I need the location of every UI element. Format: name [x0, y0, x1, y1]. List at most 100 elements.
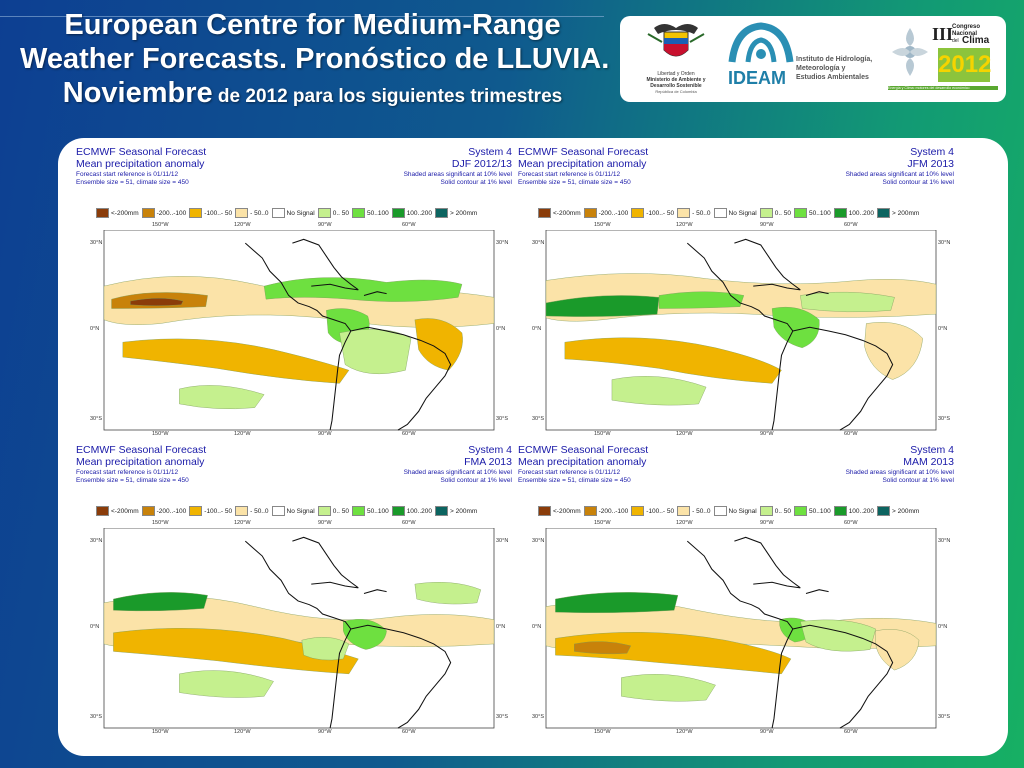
legend-swatch — [759, 506, 773, 516]
lon-tick-label: 90°W — [760, 222, 774, 228]
legend-swatch — [391, 506, 405, 516]
lat-tick-label: 30°N — [496, 538, 509, 544]
lon-tick-label: 150°W — [594, 729, 611, 735]
slide-title: European Centre for Medium-Range Weather… — [20, 8, 609, 114]
map-ensemble: Ensemble size = 51, climate size = 450 — [518, 477, 631, 484]
legend-label: -100..- 50 — [204, 507, 233, 515]
legend-label: 50..100 — [809, 209, 831, 217]
legend-label: <-200mm — [111, 209, 139, 217]
legend-swatch — [759, 208, 773, 218]
legend-swatch — [833, 506, 847, 516]
legend-item: No Signal — [713, 208, 757, 218]
legend-item: -200..-100 — [583, 506, 628, 516]
lon-tick-label: 120°W — [676, 431, 693, 437]
ideam-text-1: Instituto de Hidrología, — [796, 56, 873, 63]
anomaly-region — [800, 619, 876, 652]
map-period: FMA 2013 — [464, 456, 512, 468]
legend-item: 0.. 50 — [759, 506, 791, 516]
congreso-t4: Clima — [962, 35, 990, 46]
lon-tick-label: 60°W — [844, 520, 858, 526]
map-significance: Shaded areas significant at 10% level — [845, 469, 954, 476]
congreso-t1: Congreso — [952, 24, 981, 30]
lat-tick-label: 30°N — [532, 240, 545, 246]
legend-item: -100..- 50 — [631, 506, 674, 516]
map-plot: 150°W 150°W 120°W 120°W 90°W 90°W 60°W 60°W 30°N… — [532, 222, 950, 444]
lon-tick-label: 90°W — [318, 520, 332, 526]
title-month: Noviembre — [62, 77, 213, 109]
anomaly-map-svg — [545, 230, 937, 431]
lon-tick-label: 90°W — [760, 520, 774, 526]
legend-item: -100..- 50 — [189, 506, 232, 516]
legend-label: 100..200 — [406, 507, 432, 515]
congreso-t2: Nacional — [952, 31, 978, 37]
gov-text-4: República de Colombia — [655, 89, 697, 94]
anomaly-region — [130, 298, 184, 306]
anomaly-region — [103, 276, 495, 328]
legend-swatch — [391, 208, 405, 218]
anomaly-region — [122, 338, 350, 384]
ideam-logo: IDEAM Instituto de Hidrología, Meteorolo… — [722, 22, 892, 96]
lon-tick-label: 90°W — [318, 729, 332, 735]
lon-tick-label: 120°W — [676, 222, 693, 228]
legend-label: > 200mm — [450, 209, 478, 217]
map-system: System 4 — [468, 146, 512, 158]
legend-swatch — [583, 208, 597, 218]
gov-text-1: Libertad y Orden — [657, 71, 695, 77]
lat-tick-label: 30°S — [938, 416, 950, 422]
lat-tick-label: 30°S — [496, 714, 508, 720]
ideam-text-2: Meteorología y — [796, 65, 846, 72]
congreso-roman: III — [932, 24, 954, 44]
map-start-ref: Forecast start reference is 01/11/12 — [518, 469, 621, 476]
map-subtitle: Mean precipitation anomaly — [76, 456, 205, 468]
legend-label: -100..- 50 — [646, 507, 675, 515]
lat-tick-label: 0°N — [90, 326, 100, 332]
anomaly-region — [263, 277, 463, 302]
map-plot: 150°W 150°W 120°W 120°W 90°W 90°W 60°W 60°W 30°N… — [90, 222, 508, 444]
congreso-t3: del — [952, 38, 959, 44]
legend-label: - 50..0 — [250, 209, 269, 217]
legend-swatch — [713, 506, 727, 516]
map-start-ref: Forecast start reference is 01/11/12 — [76, 469, 179, 476]
coastline — [244, 536, 452, 729]
lon-tick-label: 120°W — [676, 520, 693, 526]
lon-tick-label: 60°W — [844, 431, 858, 437]
legend-swatch — [435, 208, 448, 218]
legend-label: No Signal — [728, 507, 757, 515]
forecast-map-fma: ECMWF Seasonal Forecast Mean precipitati… — [76, 444, 516, 744]
map-contour-note: Solid contour at 1% level — [882, 179, 954, 186]
anomaly-region — [545, 295, 660, 317]
lon-tick-label: 150°W — [594, 520, 611, 526]
legend-item: - 50..0 — [235, 506, 269, 516]
coastline — [244, 238, 452, 431]
coastline — [686, 536, 894, 729]
legend-label: > 200mm — [892, 209, 920, 217]
title-line-3: Noviembre de 2012 para los siguientes tr… — [20, 76, 605, 114]
legend-item: > 200mm — [435, 208, 477, 218]
legend-swatch — [583, 506, 597, 516]
legend-label: -200..-100 — [598, 209, 629, 217]
map-contour-note: Solid contour at 1% level — [882, 477, 954, 484]
colombia-coat-of-arms-logo: Libertad y Orden Ministerio de Ambiente … — [636, 20, 716, 98]
anomaly-region — [771, 306, 820, 349]
anomaly-map-svg — [103, 230, 495, 431]
legend-swatch — [271, 208, 285, 218]
lat-tick-label: 0°N — [938, 326, 948, 332]
map-contour-note: Solid contour at 1% level — [440, 477, 512, 484]
congreso-clima-logo: III Congreso Nacional del Clima 2012 Ene… — [888, 22, 1000, 98]
map-subtitle: Mean precipitation anomaly — [518, 158, 647, 170]
lat-tick-label: 0°N — [532, 326, 542, 332]
map-start-ref: Forecast start reference is 01/11/12 — [518, 171, 621, 178]
congreso-tagline: Energía y Clima: motores del desarrollo … — [888, 86, 998, 90]
lon-tick-label: 90°W — [318, 431, 332, 437]
lon-tick-label: 60°W — [402, 222, 416, 228]
anomaly-region — [555, 592, 679, 613]
lon-tick-label: 90°W — [760, 729, 774, 735]
legend-label: <-200mm — [553, 507, 581, 515]
legend-swatch — [317, 506, 331, 516]
gov-text-2: Ministerio de Ambiente y — [646, 77, 706, 83]
legend-item: No Signal — [271, 208, 315, 218]
legend-item: 50..100 — [794, 506, 831, 516]
legend-swatch — [96, 208, 109, 218]
lat-tick-label: 30°S — [90, 416, 102, 422]
anomaly-map-svg — [545, 528, 937, 729]
